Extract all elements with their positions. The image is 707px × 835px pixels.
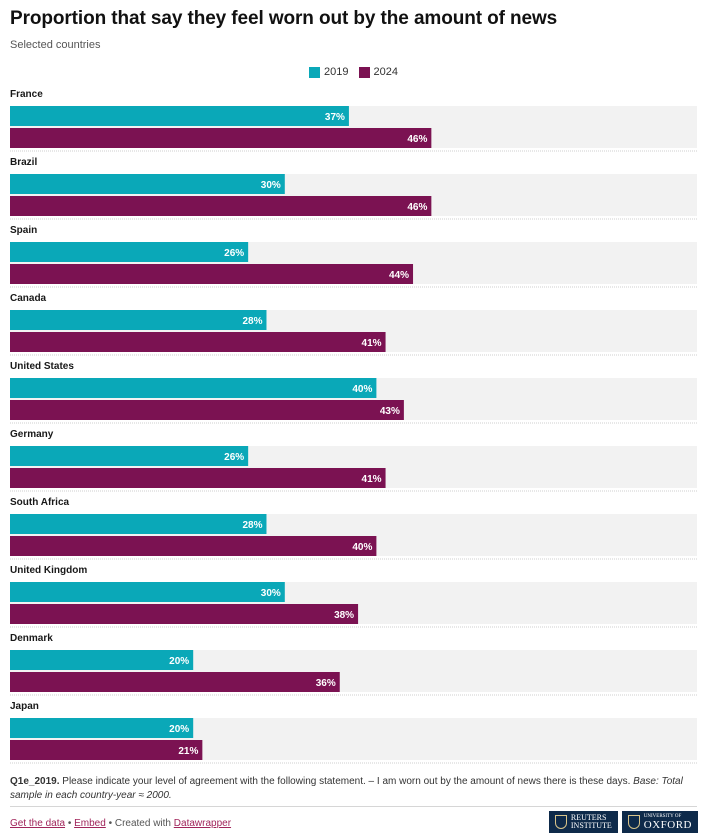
- bar-label-united-kingdom-2024: 38%: [334, 610, 354, 621]
- datawrapper-link[interactable]: Datawrapper: [173, 818, 232, 829]
- bar-label-germany-2024: 41%: [362, 474, 382, 485]
- bar-chart: France 37% 46% Brazil 30% 46% Spain 26% 44% Canad…: [10, 89, 697, 764]
- reuters-logo-line2: INSTITUTE: [570, 821, 612, 830]
- bar-label-united-states-2019: 40%: [352, 384, 372, 395]
- bar-label-canada-2024: 41%: [362, 338, 382, 349]
- chart-title: Proportion that say they feel worn out b…: [10, 8, 558, 29]
- notes-base-text: Total sample in each country-year ≈ 2000…: [10, 776, 683, 801]
- bar-france-2019: [10, 106, 349, 126]
- bar-label-canada-2019: 28%: [242, 316, 262, 327]
- category-label-spain: Spain: [10, 225, 37, 236]
- bar-spain-2024: [10, 264, 414, 284]
- legend-item-2019: 2019: [309, 66, 349, 78]
- category-label-south-africa: South Africa: [10, 497, 70, 508]
- bar-label-japan-2024: 21%: [178, 746, 198, 757]
- bar-canada-2024: [10, 332, 386, 352]
- bar-label-south-africa-2024: 40%: [352, 542, 372, 553]
- bar-label-united-states-2024: 43%: [380, 406, 400, 417]
- reuters-institute-logo: REUTERS INSTITUTE: [548, 811, 618, 833]
- category-label-united-kingdom: United Kingdom: [10, 565, 87, 576]
- reuters-crest-icon: [554, 815, 567, 829]
- category-label-japan: Japan: [10, 701, 39, 712]
- bar-label-germany-2019: 26%: [224, 452, 244, 463]
- bar-germany-2024: [10, 468, 386, 488]
- legend: 2019 2024: [0, 66, 707, 78]
- embed-link[interactable]: Embed: [74, 818, 106, 829]
- bar-united-kingdom-2024: [10, 604, 359, 624]
- legend-label-2024: 2024: [373, 66, 398, 78]
- get-data-link[interactable]: Get the data: [10, 818, 66, 829]
- bar-brazil-2019: [10, 174, 285, 194]
- footer-separator: •: [65, 818, 75, 829]
- bar-united-states-2019: [10, 378, 377, 398]
- category-label-denmark: Denmark: [10, 633, 53, 644]
- notes-question-text: Please indicate your level of agreement …: [62, 776, 631, 787]
- oxford-logo-big: OXFORD: [643, 818, 692, 831]
- footer: Get the data • Embed • Created with Data…: [10, 818, 231, 829]
- category-label-brazil: Brazil: [10, 157, 37, 168]
- notes-base-label: Base:: [633, 776, 659, 787]
- legend-label-2019: 2019: [324, 66, 349, 78]
- bar-south-africa-2024: [10, 536, 377, 556]
- oxford-logo: UNIVERSITY OF OXFORD: [621, 811, 698, 833]
- bar-france-2024: [10, 128, 432, 148]
- bar-south-africa-2019: [10, 514, 267, 534]
- legend-swatch-2024: [358, 66, 370, 78]
- logos: REUTERS INSTITUTE UNIVERSITY OF OXFORD: [548, 811, 698, 833]
- category-label-canada: Canada: [10, 293, 47, 304]
- footer-created-with: • Created with: [105, 818, 174, 829]
- notes-question-id: Q1e_2019.: [10, 776, 60, 787]
- bar-denmark-2019: [10, 650, 194, 670]
- bar-label-brazil-2024: 46%: [407, 202, 427, 213]
- legend-swatch-2019: [309, 66, 321, 78]
- bar-germany-2019: [10, 446, 249, 466]
- bar-japan-2024: [10, 740, 203, 760]
- bar-united-states-2024: [10, 400, 404, 420]
- chart-subtitle: Selected countries: [10, 39, 101, 51]
- bar-label-spain-2024: 44%: [389, 270, 409, 281]
- bar-label-united-kingdom-2019: 30%: [261, 588, 281, 599]
- legend-item-2024: 2024: [358, 66, 398, 78]
- bar-spain-2019: [10, 242, 249, 262]
- category-label-france: France: [10, 89, 43, 100]
- chart-notes: Q1e_2019. Please indicate your level of …: [10, 775, 700, 803]
- bar-canada-2019: [10, 310, 267, 330]
- oxford-crest-icon: [627, 815, 640, 829]
- bar-label-denmark-2024: 36%: [316, 678, 336, 689]
- bar-label-spain-2019: 26%: [224, 248, 244, 259]
- bar-label-france-2019: 37%: [325, 112, 345, 123]
- reuters-logo-line1: REUTERS: [570, 813, 607, 822]
- bar-label-denmark-2019: 20%: [169, 656, 189, 667]
- bar-brazil-2024: [10, 196, 432, 216]
- bar-label-brazil-2019: 30%: [261, 180, 281, 191]
- bar-label-south-africa-2019: 28%: [242, 520, 262, 531]
- bar-japan-2019: [10, 718, 194, 738]
- bar-denmark-2024: [10, 672, 340, 692]
- oxford-logo-small: UNIVERSITY OF: [643, 813, 682, 819]
- category-label-united-states: United States: [10, 361, 74, 372]
- footer-divider: [10, 806, 697, 807]
- bar-label-japan-2019: 20%: [169, 724, 189, 735]
- category-label-germany: Germany: [10, 429, 54, 440]
- bar-label-france-2024: 46%: [407, 134, 427, 145]
- bar-united-kingdom-2019: [10, 582, 285, 602]
